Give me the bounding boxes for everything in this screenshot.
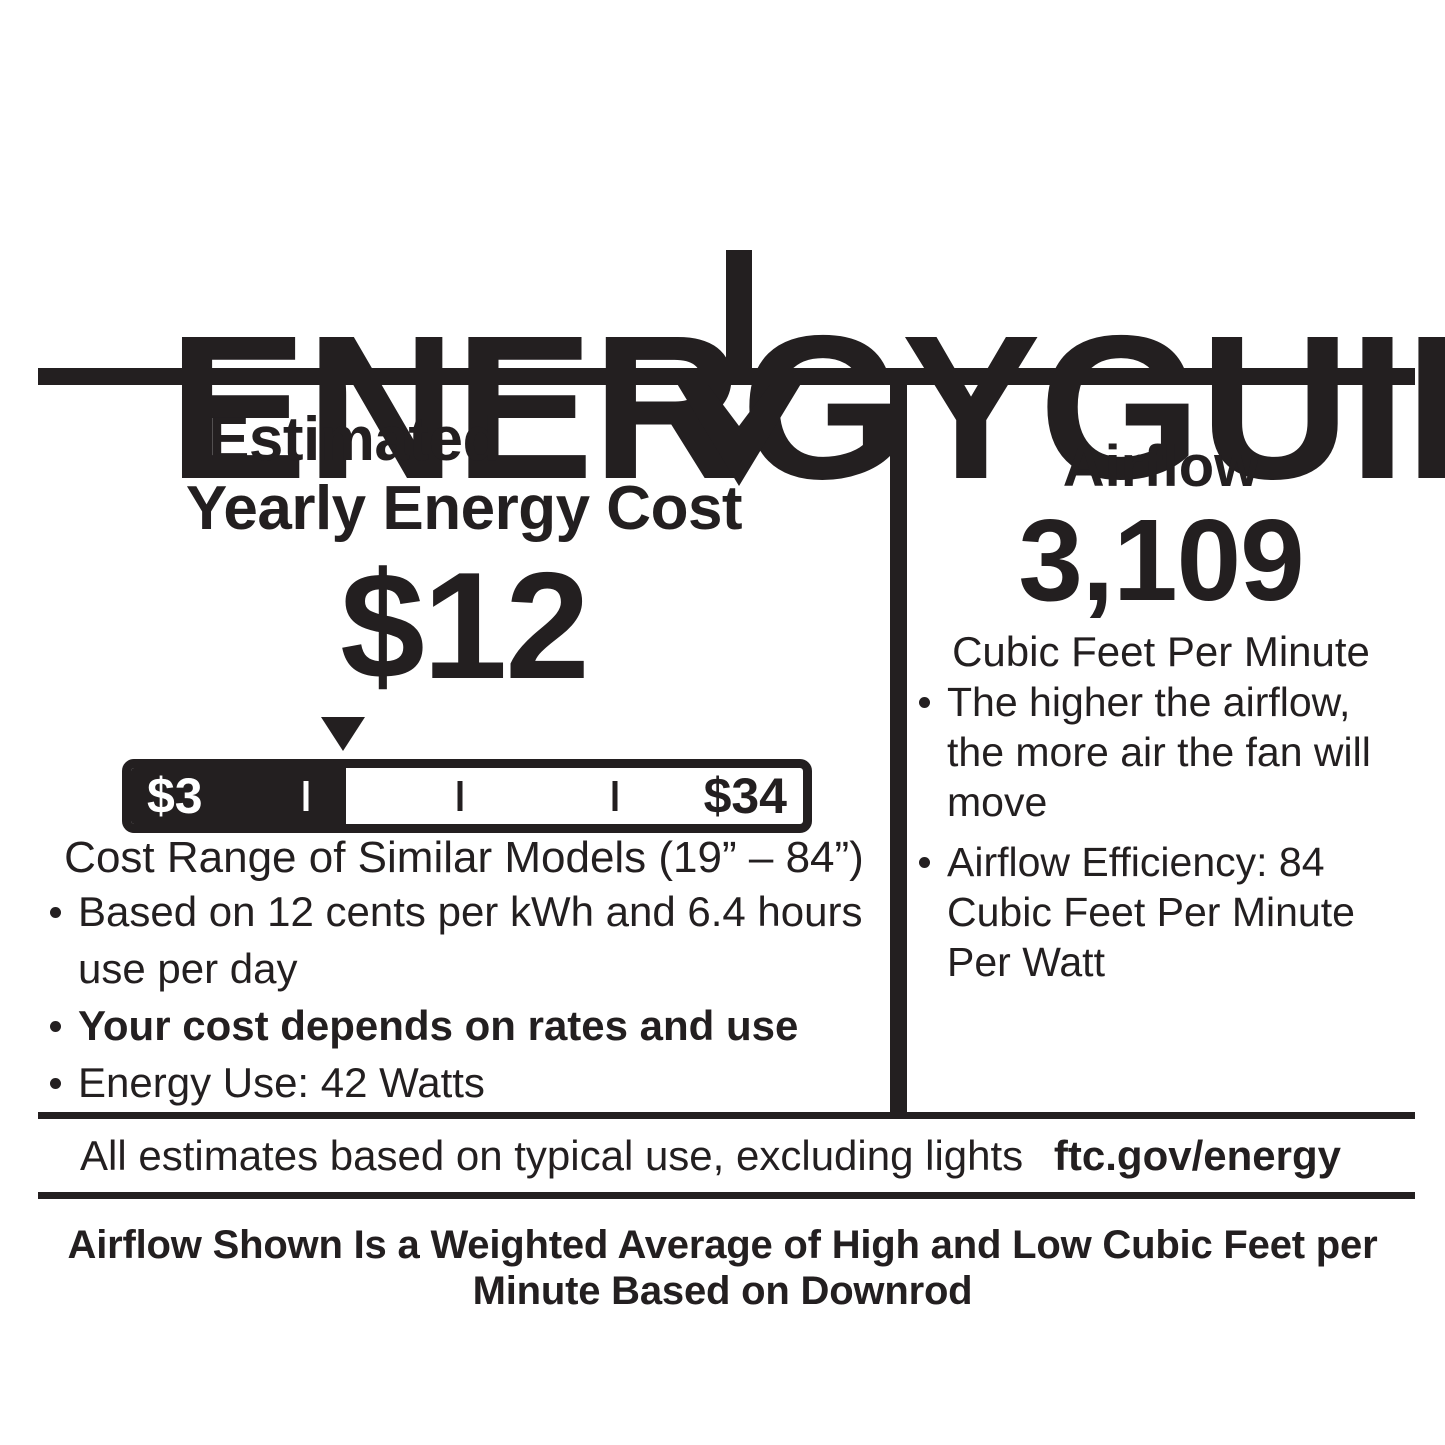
cost-range-track: $3 $34 bbox=[122, 759, 812, 833]
estimated-cost-value: $12 bbox=[340, 541, 590, 711]
cost-range-marker-icon bbox=[320, 717, 365, 751]
ftc-url[interactable]: ftc.gov/energy bbox=[1053, 1131, 1341, 1179]
cost-range-tick bbox=[612, 781, 618, 811]
airflow-value: 3,109 bbox=[1018, 495, 1304, 625]
airflow-title: Airflow bbox=[1062, 434, 1260, 499]
cost-heading-line2: Yearly Energy Cost bbox=[185, 474, 743, 543]
cost-range-low-label: $3 bbox=[147, 768, 203, 824]
airflow-units: Cubic Feet Per Minute bbox=[952, 628, 1370, 675]
airflow-panel: Airflow 3,109 Cubic Feet Per Minute The … bbox=[907, 385, 1415, 1112]
footer-top-rule bbox=[38, 1112, 1415, 1119]
list-item: Based on 12 cents per kWh and 6.4 hours … bbox=[38, 883, 890, 997]
cost-range-bar: $3 $34 bbox=[38, 717, 890, 833]
down-arrow-stem bbox=[726, 250, 752, 385]
list-item: Your cost depends on rates and use bbox=[38, 997, 890, 1054]
footer-note: All estimates based on typical use, excl… bbox=[80, 1131, 1024, 1179]
downrod-disclaimer: Airflow Shown Is a Weighted Average of H… bbox=[67, 1223, 1378, 1313]
panel-divider-rule bbox=[890, 368, 907, 1119]
estimated-cost-panel: Estimated Yearly Energy Cost $12 $3 $34 … bbox=[38, 385, 890, 1112]
cost-range-tick bbox=[457, 781, 463, 811]
cost-range-high-label: $34 bbox=[703, 768, 787, 824]
footer-band: All estimates based on typical use, excl… bbox=[38, 1119, 1415, 1192]
cost-heading-line1: Estimated bbox=[208, 405, 500, 474]
cost-range-caption: Cost Range of Similar Models (19” – 84”) bbox=[64, 833, 864, 882]
airflow-bullet-list: The higher the airflow, the more air the… bbox=[907, 677, 1415, 987]
masthead: ENERGYGUIDE bbox=[0, 150, 1445, 510]
list-item: Airflow Efficiency: 84 Cubic Feet Per Mi… bbox=[907, 837, 1415, 987]
top-divider-rule bbox=[38, 368, 1415, 385]
down-arrow-icon bbox=[676, 382, 802, 486]
cost-range-fill bbox=[131, 768, 347, 824]
cost-range-tick bbox=[303, 781, 309, 811]
list-item: Energy Use: 42 Watts bbox=[38, 1054, 890, 1111]
page-title: ENERGYGUIDE bbox=[168, 293, 1445, 522]
cost-bullet-list: Based on 12 cents per kWh and 6.4 hours … bbox=[38, 883, 890, 1111]
footer-bottom-rule bbox=[38, 1192, 1415, 1199]
list-item: The higher the airflow, the more air the… bbox=[907, 677, 1415, 827]
